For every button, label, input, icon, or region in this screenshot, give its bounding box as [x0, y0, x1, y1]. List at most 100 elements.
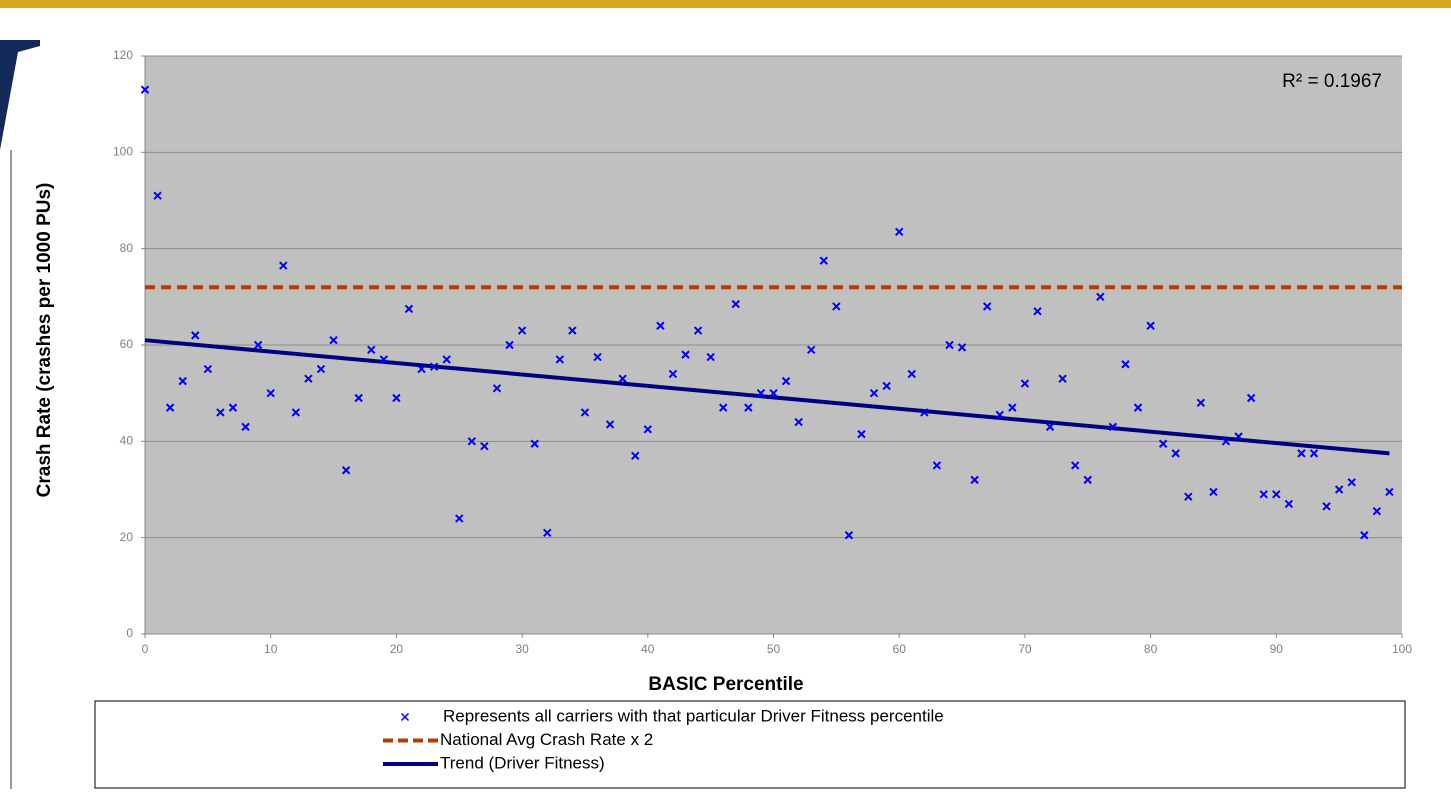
data-point — [392, 393, 401, 403]
data-point — [844, 531, 854, 540]
data-point — [794, 417, 803, 427]
data-point — [681, 350, 690, 359]
data-point — [417, 364, 426, 374]
data-point — [1146, 321, 1155, 330]
data-point — [1184, 492, 1193, 501]
top-band — [0, 0, 1451, 8]
data-point — [932, 461, 942, 470]
data-point — [165, 403, 175, 412]
data-point — [253, 340, 263, 350]
legend-label: National Avg Crash Rate x 2 — [440, 730, 653, 749]
data-point — [367, 345, 376, 355]
data-point — [1045, 422, 1055, 432]
x-tick-label: 100 — [1392, 642, 1412, 656]
data-point — [216, 408, 225, 417]
data-point — [1259, 490, 1268, 499]
data-point — [1133, 403, 1143, 412]
y-tick-label: 0 — [126, 626, 133, 640]
data-point — [505, 340, 514, 350]
annotation: R² = 0.1967 — [1282, 71, 1382, 92]
data-point — [1008, 403, 1017, 412]
data-point — [178, 376, 187, 386]
data-point — [945, 340, 954, 350]
y-tick-label: 100 — [113, 145, 133, 159]
data-point — [1372, 506, 1382, 516]
data-point — [605, 420, 615, 429]
data-point — [316, 364, 326, 374]
data-point — [329, 335, 338, 345]
data-point — [907, 369, 916, 379]
trend-line — [144, 338, 1390, 456]
data-point — [404, 304, 414, 314]
data-point — [354, 393, 363, 403]
data-point — [769, 388, 778, 398]
data-point — [341, 466, 351, 475]
data-point — [580, 408, 590, 417]
data-point — [530, 439, 539, 448]
data-point — [970, 475, 979, 485]
data-point — [1033, 307, 1042, 316]
data-point — [1360, 531, 1369, 540]
data-point — [1171, 449, 1180, 458]
data-point — [1234, 432, 1243, 441]
data-point — [781, 376, 791, 386]
data-point — [467, 437, 477, 446]
data-point — [1108, 422, 1118, 432]
x-tick-label: 70 — [1018, 642, 1032, 656]
data-point — [1209, 487, 1218, 497]
x-tick-label: 20 — [390, 642, 404, 656]
data-point — [832, 302, 841, 311]
data-point — [543, 528, 552, 538]
data-point — [1297, 449, 1306, 458]
data-point — [869, 388, 879, 398]
legend-label: Represents all carriers with that partic… — [443, 706, 944, 725]
data-point — [1246, 393, 1256, 403]
data-point — [1272, 490, 1281, 499]
x-tick-label: 10 — [264, 642, 278, 656]
x-tick-label: 50 — [767, 642, 781, 656]
data-point — [819, 256, 828, 265]
data-point — [957, 343, 967, 352]
data-point — [291, 408, 301, 417]
legend-label: Trend (Driver Fitness) — [440, 753, 605, 772]
x-tick-label: 40 — [641, 642, 655, 656]
data-point — [668, 369, 678, 379]
legend-marker — [400, 712, 410, 722]
data-point — [279, 261, 288, 270]
y-tick-label: 80 — [120, 241, 134, 255]
data-point — [920, 408, 929, 417]
data-point — [593, 352, 602, 362]
data-point — [982, 302, 992, 311]
data-point — [706, 352, 715, 362]
data-point — [882, 381, 891, 391]
x-tick-label: 90 — [1270, 642, 1284, 656]
data-point — [1221, 437, 1231, 446]
x-tick-label: 0 — [142, 642, 149, 656]
data-point — [1322, 502, 1331, 511]
data-point — [618, 374, 627, 383]
data-point — [719, 403, 728, 412]
data-point — [744, 403, 753, 412]
data-point — [807, 345, 816, 355]
data-point — [1121, 360, 1130, 369]
data-point — [894, 227, 904, 237]
data-point — [656, 321, 665, 330]
legend — [94, 700, 1406, 789]
y-tick-label: 20 — [120, 530, 134, 544]
data-point — [1020, 379, 1030, 388]
data-point — [442, 355, 451, 364]
x-tick-label: 60 — [893, 642, 907, 656]
y-tick-label: 40 — [120, 434, 134, 448]
data-point — [517, 326, 527, 335]
data-point — [140, 85, 150, 94]
data-point — [379, 355, 389, 364]
y-tick-label: 60 — [120, 337, 134, 351]
data-point — [631, 451, 640, 460]
data-point — [304, 374, 313, 383]
data-point — [1309, 449, 1319, 458]
data-point — [153, 191, 162, 200]
data-point — [1385, 487, 1394, 497]
corner-decoration — [0, 40, 40, 150]
